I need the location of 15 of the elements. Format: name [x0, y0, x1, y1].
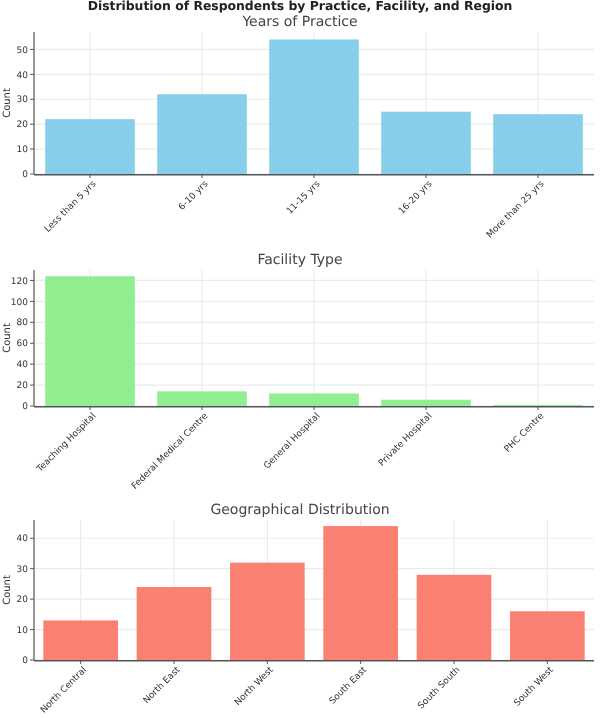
bar — [269, 39, 359, 174]
bar — [493, 114, 583, 174]
bar — [136, 586, 212, 660]
bar — [157, 391, 247, 406]
bar — [323, 526, 398, 660]
bar — [510, 611, 585, 660]
bar — [45, 276, 135, 406]
bar — [381, 111, 471, 174]
bar — [416, 574, 492, 660]
bar — [45, 119, 135, 174]
bar — [43, 620, 118, 660]
bar — [157, 94, 247, 174]
bar — [381, 399, 471, 406]
bar — [269, 393, 359, 406]
bar — [230, 562, 305, 660]
